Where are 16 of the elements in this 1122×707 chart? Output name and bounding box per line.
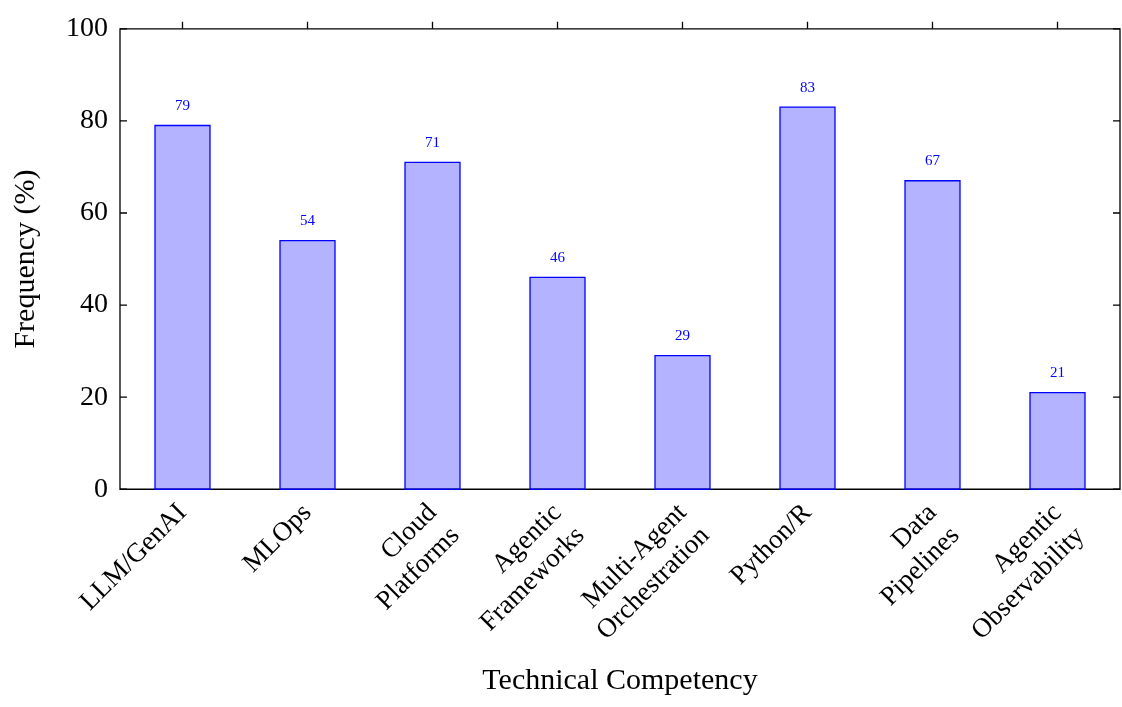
y-tick-label: 100 bbox=[66, 11, 108, 43]
data-label: 46 bbox=[550, 248, 566, 265]
data-label: 54 bbox=[300, 212, 316, 229]
y-tick-label: 80 bbox=[80, 103, 108, 135]
data-label: 71 bbox=[425, 133, 440, 150]
data-label: 79 bbox=[175, 96, 190, 113]
x-axis-title: Technical Competency bbox=[482, 661, 758, 695]
y-tick-label: 20 bbox=[80, 379, 108, 411]
y-axis-title: Frequency (%) bbox=[6, 169, 41, 349]
data-label: 29 bbox=[675, 327, 690, 344]
data-label: 67 bbox=[925, 152, 941, 169]
y-tick-label: 40 bbox=[80, 287, 108, 319]
y-tick-label: 60 bbox=[80, 195, 108, 227]
data-label: 21 bbox=[1050, 364, 1065, 380]
y-tick-label: 0 bbox=[94, 471, 108, 503]
data-label: 83 bbox=[800, 78, 815, 95]
